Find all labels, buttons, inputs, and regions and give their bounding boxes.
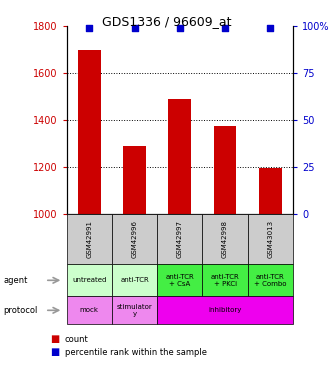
Point — [268, 25, 273, 31]
Text: percentile rank within the sample: percentile rank within the sample — [65, 348, 207, 357]
Point — [222, 25, 228, 31]
Bar — [168, 99, 191, 214]
Text: anti-TCR
+ CsA: anti-TCR + CsA — [166, 274, 194, 287]
Text: ■: ■ — [50, 334, 59, 344]
Bar — [259, 168, 282, 214]
Bar — [123, 146, 146, 214]
Text: GSM43013: GSM43013 — [267, 220, 273, 258]
Text: GSM42996: GSM42996 — [132, 220, 138, 258]
Bar — [78, 50, 101, 214]
Text: ■: ■ — [50, 348, 59, 357]
Text: GSM42997: GSM42997 — [177, 220, 183, 258]
Text: stimulator
y: stimulator y — [117, 304, 153, 317]
Text: GSM42991: GSM42991 — [86, 220, 92, 258]
Text: anti-TCR: anti-TCR — [120, 278, 149, 284]
Text: anti-TCR
+ Combo: anti-TCR + Combo — [254, 274, 287, 287]
Point — [177, 25, 182, 31]
Text: GDS1336 / 96609_at: GDS1336 / 96609_at — [102, 15, 231, 28]
Text: GSM42998: GSM42998 — [222, 220, 228, 258]
Point — [87, 25, 92, 31]
Text: mock: mock — [80, 308, 99, 314]
Text: untreated: untreated — [72, 278, 107, 284]
Point — [132, 25, 137, 31]
Bar — [214, 126, 236, 214]
Text: agent: agent — [3, 276, 28, 285]
Text: inhibitory: inhibitory — [208, 308, 242, 314]
Text: protocol: protocol — [3, 306, 38, 315]
Text: count: count — [65, 335, 89, 344]
Text: anti-TCR
+ PKCi: anti-TCR + PKCi — [211, 274, 239, 287]
